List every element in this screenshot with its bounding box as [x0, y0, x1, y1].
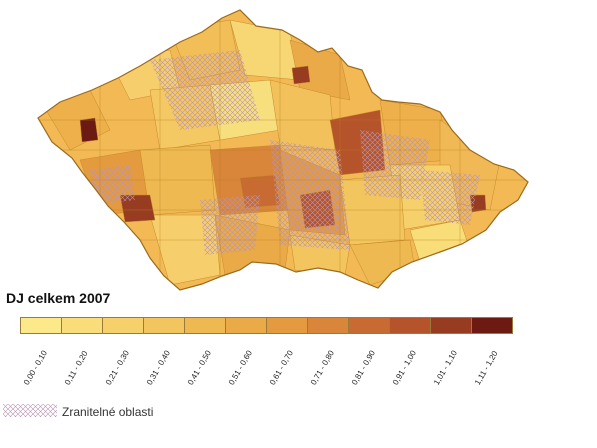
legend-swatch-1 — [20, 317, 62, 334]
legend-swatch-8 — [307, 317, 349, 334]
legend-swatch-6 — [225, 317, 267, 334]
legend-swatch-2 — [61, 317, 103, 334]
legend-label-5: 0,41 - 0,50 — [186, 348, 213, 387]
legend-labels: 0,00 - 0,10 0,11 - 0,20 0,21 - 0,30 0,31 - … — [20, 338, 512, 388]
legend-label-10: 0,91 - 1,00 — [391, 348, 418, 387]
legend-swatch-9 — [348, 317, 390, 334]
legend-label-8: 0,71 - 0,80 — [309, 348, 336, 387]
hatch-legend-label: Zranitelné oblasti — [62, 405, 154, 419]
legend-title: DJ celkem 2007 — [6, 290, 111, 306]
legend-swatch-5 — [184, 317, 226, 334]
legend-swatch-12 — [471, 317, 513, 334]
legend-label-6: 0,51 - 0,60 — [227, 348, 254, 387]
legend-label-7: 0,61 - 0,70 — [268, 348, 295, 387]
legend-swatch-7 — [266, 317, 308, 334]
hatch-legend-swatch — [3, 404, 57, 417]
legend-label-3: 0,21 - 0,30 — [104, 348, 131, 387]
legend-swatch-3 — [102, 317, 144, 334]
legend-swatch-10 — [389, 317, 431, 334]
legend-swatch-4 — [143, 317, 185, 334]
legend-color-bar — [20, 317, 513, 334]
czech-map — [37, 9, 529, 291]
legend-swatch-11 — [430, 317, 472, 334]
legend-label-12: 1,11 - 1,20 — [473, 349, 500, 387]
legend-label-4: 0,31 - 0,40 — [145, 348, 172, 387]
legend-label-11: 1,01 - 1,10 — [432, 348, 459, 387]
legend-label-1: 0,00 - 0,10 — [22, 348, 49, 387]
legend-label-2: 0,11 - 0,20 — [63, 349, 90, 387]
vulnerable-zones — [90, 50, 480, 255]
legend-label-9: 0,81 - 0,90 — [350, 348, 377, 387]
